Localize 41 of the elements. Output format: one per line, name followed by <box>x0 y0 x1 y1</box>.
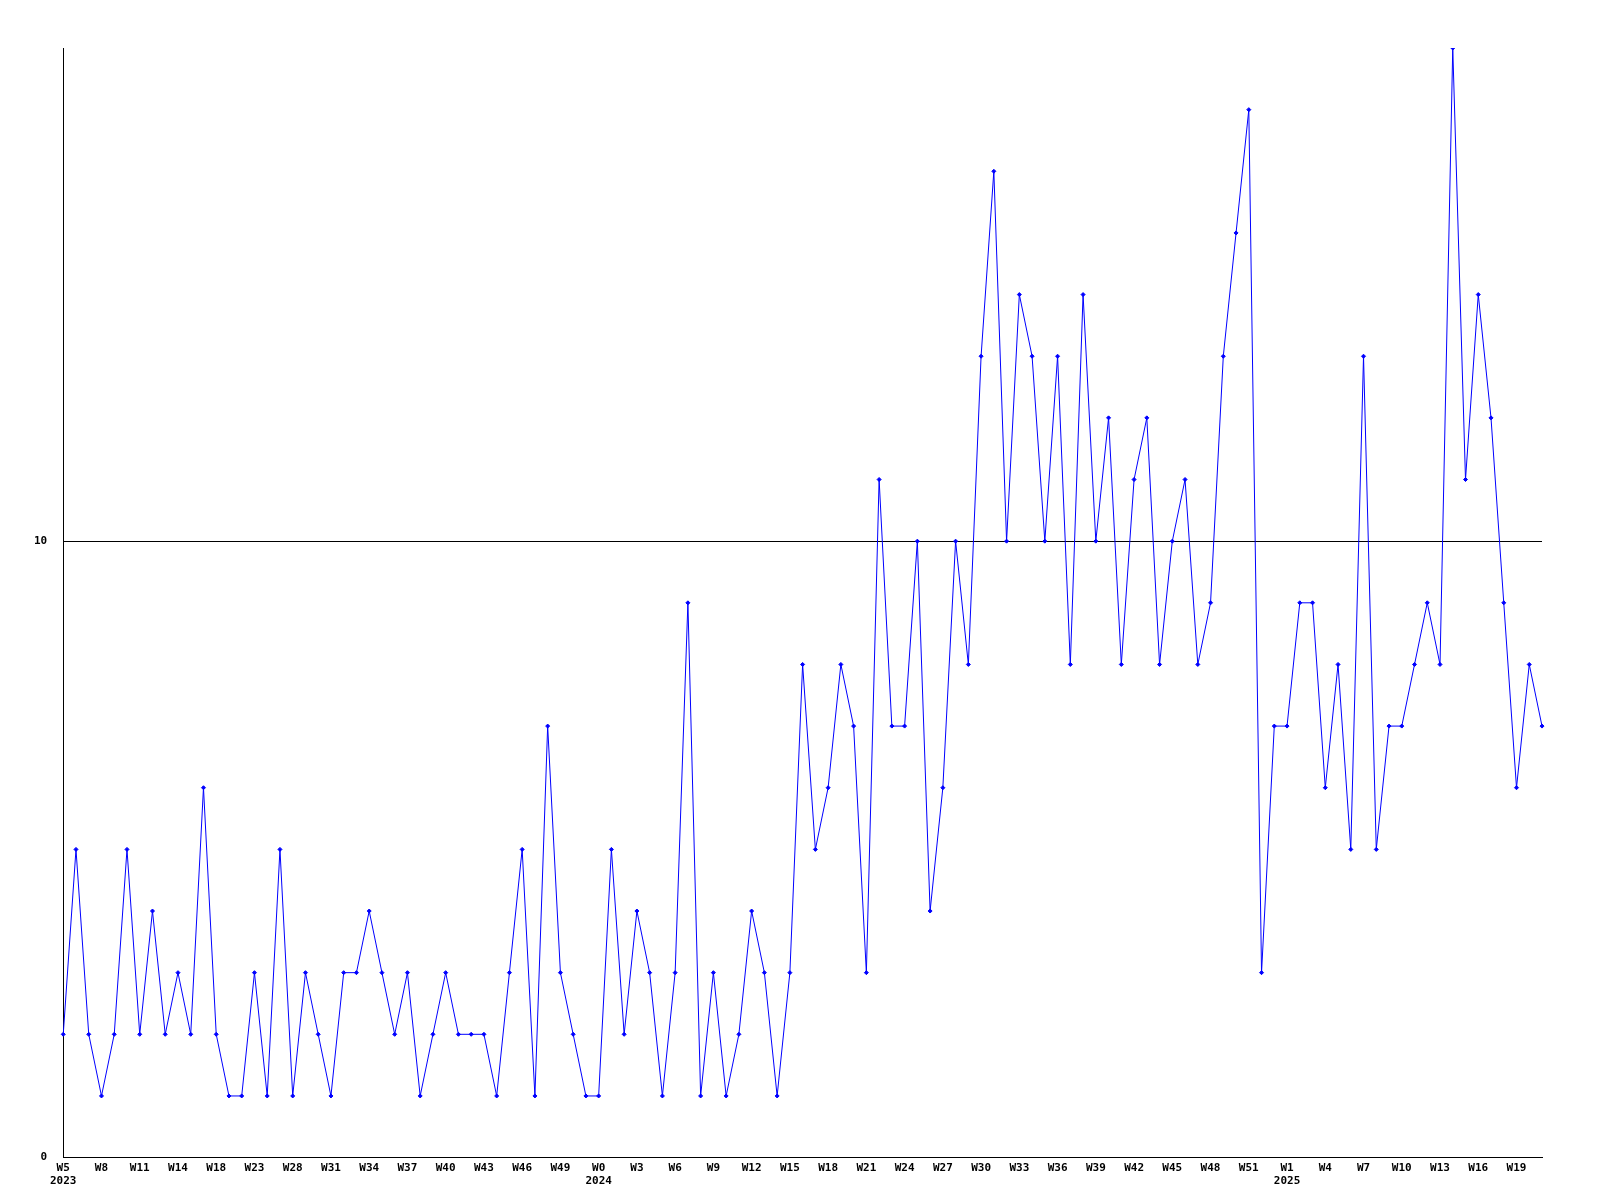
x-tick-label: W48 <box>1200 1161 1221 1175</box>
x-tick-label: W10 <box>1391 1161 1412 1175</box>
x-tick-label: W43 <box>473 1161 494 1175</box>
x-tick-label: W24 <box>894 1161 915 1175</box>
x-tick-label: W42 <box>1124 1161 1145 1175</box>
x-tick-label: W23 <box>244 1161 265 1175</box>
x-tick-label: W39 <box>1085 1161 1106 1175</box>
x-tick-label: W40 <box>435 1161 456 1175</box>
y-tick-label: 0 <box>40 1150 48 1164</box>
x-tick-label: W46 <box>512 1161 533 1175</box>
x-tick-label: W13 <box>1430 1161 1450 1175</box>
x-tick-label: W0 2024 <box>585 1161 613 1188</box>
x-tick-label: W15 <box>779 1161 800 1175</box>
x-tick-label: W36 <box>1047 1161 1068 1175</box>
x-tick-label: W9 <box>706 1161 721 1175</box>
x-tick-label: W45 <box>1162 1161 1183 1175</box>
x-tick-label: W18 <box>206 1161 227 1175</box>
x-tick-label: W12 <box>741 1161 762 1175</box>
x-tick-label: W16 <box>1468 1161 1489 1175</box>
x-tick-label: W27 <box>932 1161 953 1175</box>
x-tick-label: W19 <box>1506 1161 1527 1175</box>
x-tick-label: W18 <box>818 1161 839 1175</box>
x-tick-label: W31 <box>321 1161 342 1175</box>
x-tick-label: W11 <box>129 1161 151 1175</box>
x-tick-label: W8 <box>94 1161 109 1175</box>
x-tick-label: W34 <box>359 1161 380 1175</box>
x-tick-label: W37 <box>397 1161 418 1175</box>
x-tick-label: W30 <box>971 1161 992 1175</box>
x-tick-label: W49 <box>550 1161 571 1175</box>
x-tick-label: W14 <box>168 1161 189 1175</box>
x-tick-label: W21 <box>856 1161 877 1175</box>
y-tick-label: 10 <box>34 534 48 548</box>
x-tick-label: W4 <box>1318 1161 1333 1175</box>
x-tick-label: W6 <box>668 1161 683 1175</box>
x-tick-label: W28 <box>282 1161 303 1175</box>
x-tick-label: W3 <box>630 1161 644 1175</box>
x-tick-label: W7 <box>1356 1161 1371 1175</box>
x-tick-label: W1 2025 <box>1273 1161 1301 1188</box>
x-tick-label: W5 2023 <box>50 1161 77 1188</box>
x-tick-label: W33 <box>1009 1161 1030 1175</box>
x-tick-label: W51 <box>1238 1161 1260 1175</box>
